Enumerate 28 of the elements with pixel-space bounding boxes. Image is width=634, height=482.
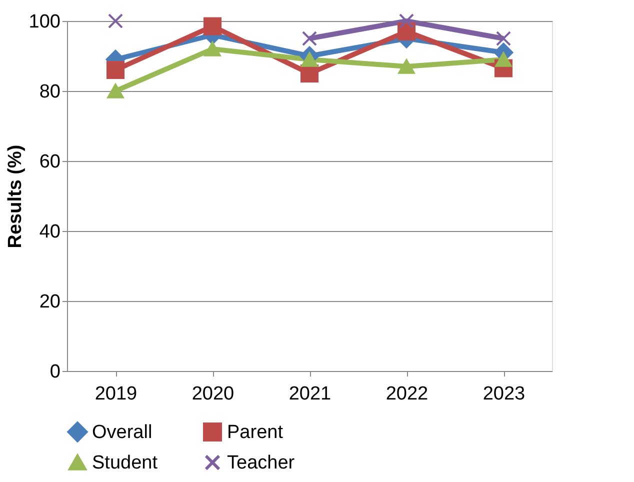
point (107, 84, 124, 98)
legend-label: Student (92, 452, 158, 474)
x-tick-label: 2020 (192, 384, 234, 404)
legend-label: Parent (227, 422, 284, 443)
point (496, 30, 512, 46)
point (106, 60, 125, 80)
point (108, 13, 124, 29)
x-tick-label: 2023 (482, 384, 526, 404)
point (203, 17, 222, 36)
y-tick-label: 0 (50, 362, 60, 382)
point (397, 22, 416, 41)
y-tick-label: 20 (39, 292, 60, 312)
point (398, 59, 415, 74)
x-tick-label: 2022 (386, 384, 428, 404)
point (204, 42, 221, 56)
y-tick-label: 100 (28, 12, 60, 32)
y-tick-label: 60 (39, 152, 60, 172)
legend-label: Overall (92, 422, 152, 443)
point (302, 30, 318, 46)
point (398, 13, 414, 29)
point (495, 52, 512, 67)
y-tick-label: 80 (39, 82, 60, 102)
x-tick-label: 2021 (288, 384, 332, 404)
y-tick-label: 40 (39, 222, 60, 242)
point (301, 52, 318, 67)
x-tick-label: 2019 (94, 384, 138, 404)
y-axis-title: Results (%) (4, 144, 26, 248)
legend-label: Teacher (227, 452, 296, 474)
